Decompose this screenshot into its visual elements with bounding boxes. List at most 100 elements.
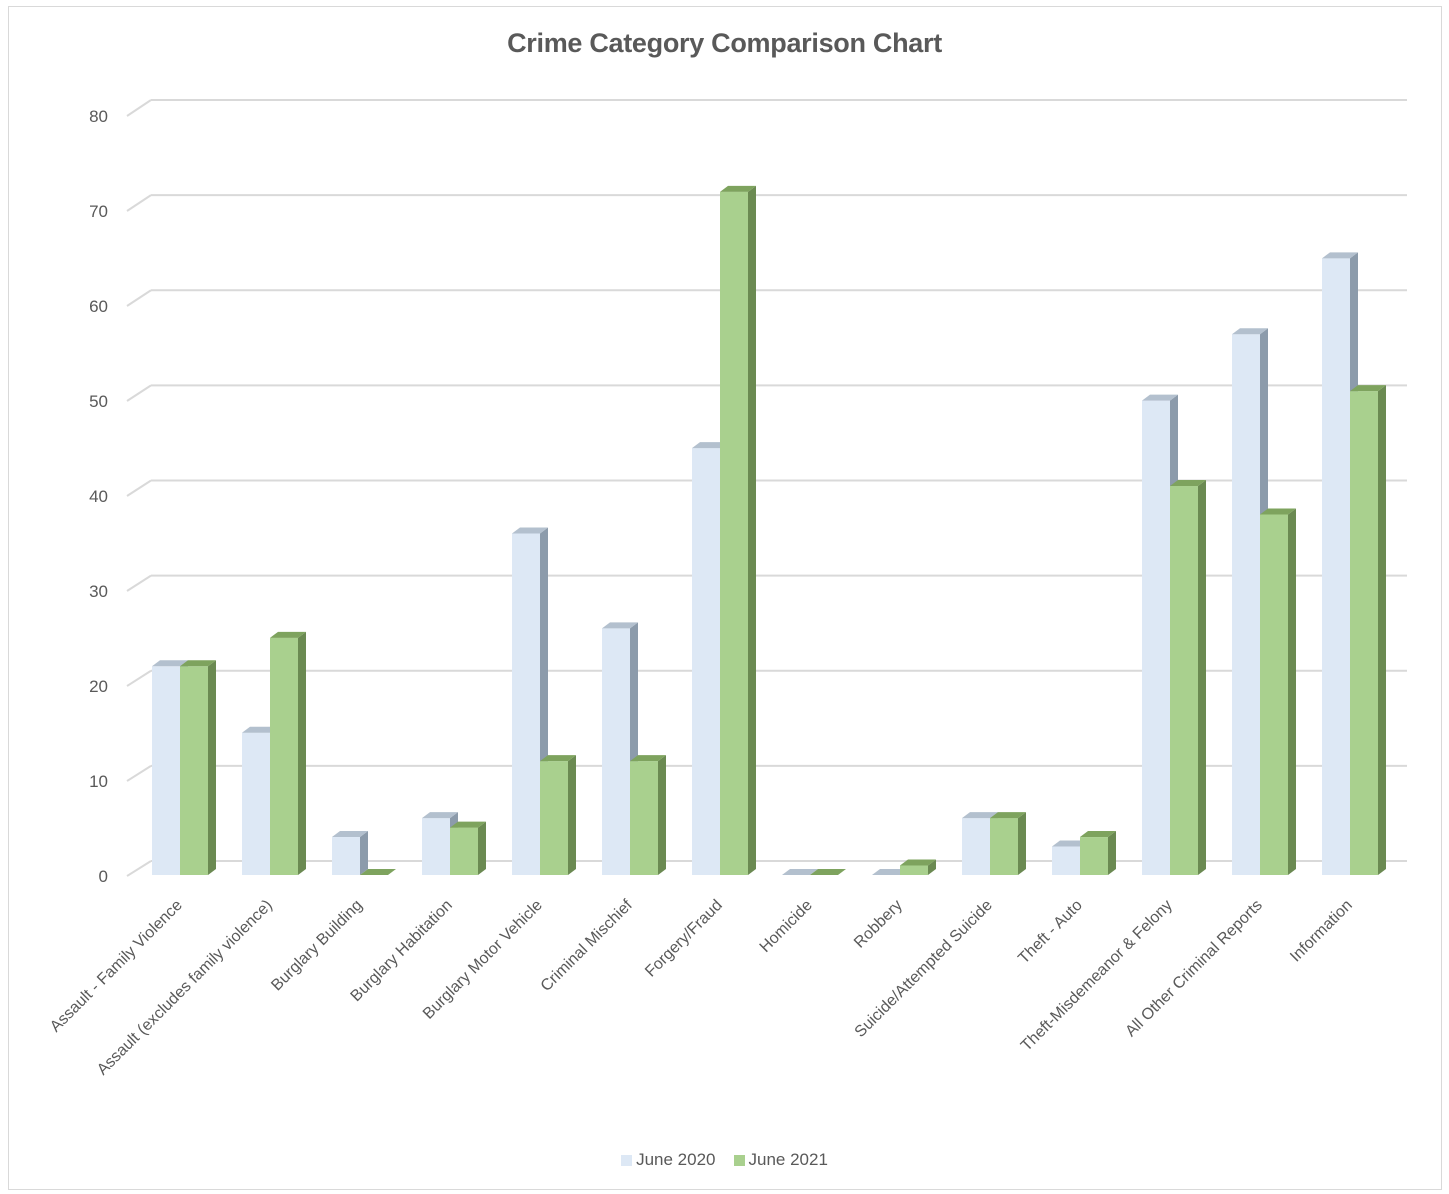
bar-top (1080, 831, 1116, 838)
gridline-side (126, 860, 152, 877)
gridline-side (126, 289, 152, 307)
bar-june-2021 (1350, 385, 1386, 875)
bar-top (152, 660, 188, 667)
bar-top (602, 622, 638, 629)
x-tick-label: Burglary Habitation (348, 897, 456, 1005)
bar-top (332, 831, 368, 838)
bar-side (1108, 831, 1116, 875)
legend-label-series-2: June 2021 (748, 1150, 828, 1169)
bar-june-2021 (360, 869, 396, 875)
x-tick-label: Theft-Misdemeanor & Felony (1018, 897, 1176, 1055)
bar-front (450, 827, 478, 875)
x-tick-label: Theft - Auto (1015, 897, 1086, 968)
bar-june-2021 (1170, 480, 1206, 875)
bar-top (180, 660, 216, 667)
bar-front (270, 637, 298, 875)
bar-side (208, 660, 216, 875)
bar-top (242, 726, 278, 733)
bar-front (242, 732, 270, 875)
bar-top (720, 185, 756, 192)
bar-side (298, 631, 306, 875)
bar-side (1018, 812, 1026, 875)
bar-top (540, 755, 576, 762)
bar-top (450, 821, 486, 828)
y-tick-label: 20 (89, 677, 108, 696)
bar-top (630, 755, 666, 762)
legend-item-series-1: June 2020 (621, 1150, 716, 1170)
gridline-side (126, 194, 152, 212)
x-tick-label: Information (1287, 897, 1356, 966)
x-tick-label: Forgery/Fraud (642, 897, 726, 981)
bar-front (720, 191, 748, 875)
bar-front (1170, 486, 1198, 875)
bar-top (872, 869, 908, 875)
bar-june-2021 (900, 859, 936, 875)
bar-front (1322, 258, 1350, 875)
x-tick-label: Criminal Mischief (538, 896, 637, 995)
bar-top (1232, 328, 1268, 335)
bar-top (1170, 480, 1206, 487)
gridline-side (126, 99, 152, 117)
gridline-side (126, 384, 152, 402)
legend-swatch-series-2 (733, 1154, 745, 1166)
bar-top (512, 527, 548, 534)
bar-front (180, 666, 208, 875)
bar-june-2021 (720, 185, 756, 875)
bars (152, 185, 1386, 875)
x-tick-label: Robbery (851, 897, 906, 952)
gridline-side (126, 479, 152, 497)
bar-side (1288, 508, 1296, 875)
bar-top (360, 869, 396, 875)
bar-front (1052, 846, 1080, 875)
bar-top (990, 812, 1026, 819)
bar-side (1198, 480, 1206, 875)
bar-side (1378, 385, 1386, 875)
bar-top (1142, 394, 1178, 401)
bar-june-2020 (332, 831, 368, 875)
y-tick-label: 80 (89, 107, 108, 126)
bar-side (748, 185, 756, 875)
bar-front (692, 448, 720, 875)
bar-top (900, 859, 936, 866)
y-tick-label: 60 (89, 297, 108, 316)
bar-top (422, 812, 458, 819)
bar-front (512, 533, 540, 875)
y-tick-label: 70 (89, 202, 108, 221)
bar-front (1080, 837, 1108, 875)
bar-top (782, 869, 818, 875)
bar-june-2021 (1260, 508, 1296, 875)
chart-title: Crime Category Comparison Chart (507, 28, 942, 58)
bar-june-2021 (450, 821, 486, 875)
bar-june-2021 (990, 812, 1026, 875)
bar-top (1052, 840, 1088, 847)
bar-june-2020 (1052, 840, 1088, 875)
bar-top (692, 442, 728, 449)
legend-label-series-1: June 2020 (636, 1150, 716, 1169)
y-tick-label: 40 (89, 487, 108, 506)
bar-june-2021 (810, 869, 846, 875)
bar-top (810, 869, 846, 875)
bar-top (962, 812, 998, 819)
legend-item-series-2: June 2021 (733, 1150, 828, 1170)
bar-june-2020 (512, 527, 548, 875)
bar-front (152, 666, 180, 875)
y-tick-label: 50 (89, 392, 108, 411)
x-tick-label: Assault (excludes family violence) (94, 897, 276, 1079)
bar-front (630, 761, 658, 875)
gridline-side (126, 765, 152, 782)
y-tick-label: 10 (89, 772, 108, 791)
legend-swatch-series-1 (621, 1154, 633, 1166)
bar-june-2021 (630, 755, 666, 875)
bar-side (658, 755, 666, 875)
x-tick-label: Homicide (757, 897, 816, 956)
bar-june-2021 (540, 755, 576, 875)
bar-front (540, 761, 568, 875)
bar-front (900, 865, 928, 875)
y-tick-label: 30 (89, 582, 108, 601)
y-tick-label: 0 (99, 867, 108, 886)
bar-side (360, 831, 368, 875)
x-tick-label: Burglary Building (268, 897, 366, 995)
gridlines (126, 99, 1407, 877)
